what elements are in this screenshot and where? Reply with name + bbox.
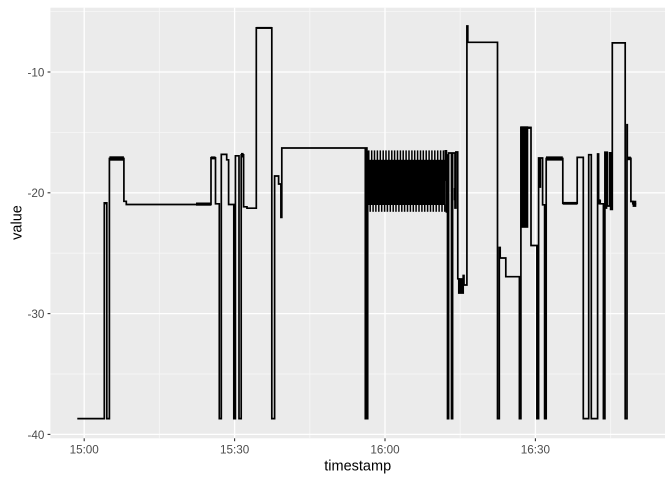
svg-text:-10: -10: [27, 66, 44, 79]
svg-text:15:30: 15:30: [220, 444, 250, 457]
svg-text:16:30: 16:30: [521, 444, 551, 457]
svg-text:-20: -20: [27, 187, 44, 200]
svg-text:value: value: [10, 205, 26, 240]
svg-text:15:00: 15:00: [70, 444, 100, 457]
svg-text:-40: -40: [27, 429, 44, 442]
svg-text:16:00: 16:00: [370, 444, 400, 457]
svg-text:-30: -30: [27, 308, 44, 321]
svg-text:timestamp: timestamp: [324, 459, 391, 475]
